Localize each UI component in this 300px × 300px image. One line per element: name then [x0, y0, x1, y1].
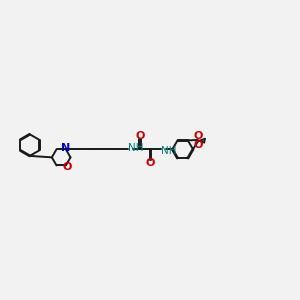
- Text: NH: NH: [161, 146, 177, 156]
- Text: O: O: [193, 131, 203, 141]
- Text: O: O: [135, 131, 145, 141]
- Text: O: O: [146, 158, 155, 168]
- Text: N: N: [61, 143, 70, 153]
- Text: NH: NH: [128, 143, 144, 153]
- Text: O: O: [62, 162, 71, 172]
- Text: O: O: [194, 140, 203, 150]
